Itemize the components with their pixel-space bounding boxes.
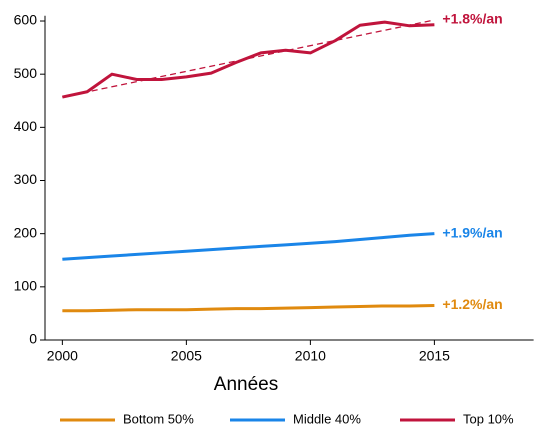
x-axis-title: Années [214,374,278,395]
x-tick-label: 2010 [295,348,326,364]
y-tick-label: 0 [29,331,37,347]
x-tick-label: 2005 [171,348,202,364]
y-tick-label: 300 [14,171,38,187]
series-annotation: +1.9%/an [442,224,502,240]
y-tick-label: 100 [14,278,38,294]
x-tick-label: 2000 [47,348,78,364]
trend-line [62,19,435,98]
legend-label: Middle 40% [293,411,361,426]
series-line [62,303,435,313]
x-tick-label: 2015 [419,348,450,364]
y-tick-label: 600 [14,12,38,28]
y-tick-label: 200 [14,224,38,240]
y-tick-label: 500 [14,65,38,81]
series-annotation: +1.8%/an [442,11,502,27]
series-line [62,20,435,99]
legend-label: Bottom 50% [123,411,194,426]
series-annotation: +1.2%/an [442,296,502,312]
y-tick-label: 400 [14,118,38,134]
series-line [62,232,435,261]
legend-label: Top 10% [463,411,514,426]
